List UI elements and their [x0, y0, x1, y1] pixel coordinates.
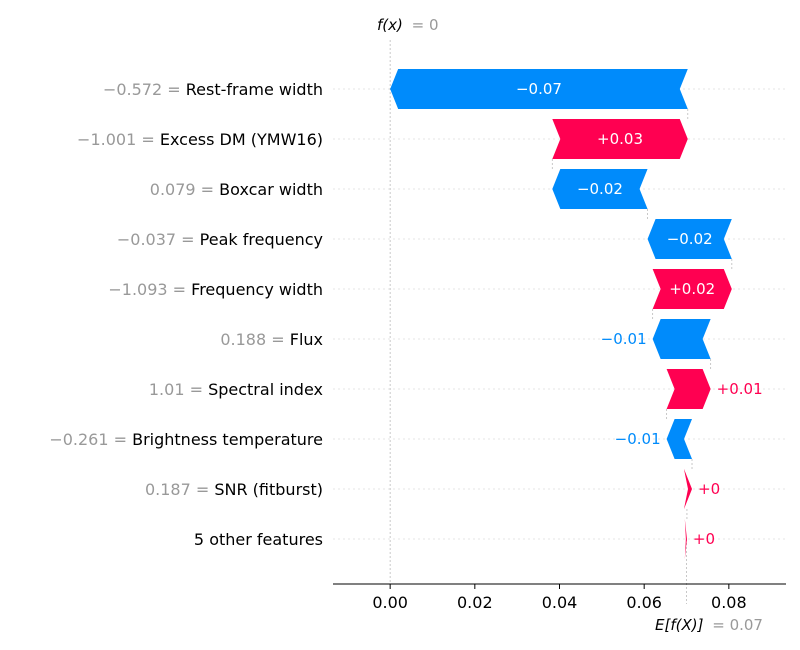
x-tick-label: 0.06 — [626, 593, 662, 612]
feature-label: −1.001 = Excess DM (YMW16) — [77, 130, 323, 149]
feature-name: Rest-frame width — [186, 80, 323, 99]
feature-name: Excess DM (YMW16) — [160, 130, 323, 149]
fx-label: f(x) — [377, 16, 403, 34]
feature-value: −0.037 = — [117, 230, 200, 249]
bar-value-label: −0.02 — [577, 180, 623, 198]
bar-connectors — [389, 40, 733, 604]
feature-name: Peak frequency — [200, 230, 323, 249]
feature-bar — [390, 69, 688, 109]
feature-bar — [647, 219, 732, 259]
feature-name: SNR (fitburst) — [214, 480, 323, 499]
bar-value-label: +0 — [693, 530, 715, 548]
x-tick-label: 0.00 — [372, 593, 408, 612]
bar-value-label: −0.01 — [615, 430, 661, 448]
bar-value-label: −0.01 — [601, 330, 647, 348]
feature-value: −0.572 = — [103, 80, 186, 99]
feature-name: Boxcar width — [219, 180, 323, 199]
feature-bar — [683, 469, 693, 509]
feature-value: 0.079 = — [150, 180, 219, 199]
feature-value: 1.01 = — [149, 380, 208, 399]
feature-name: 5 other features — [194, 530, 323, 549]
x-tick-label: 0.08 — [711, 593, 747, 612]
bar-value-label: +0 — [698, 480, 720, 498]
x-tick-label: 0.02 — [457, 593, 493, 612]
feature-bar — [652, 269, 732, 309]
feature-bar — [552, 119, 688, 159]
feature-label: 0.188 = Flux — [220, 330, 323, 349]
feature-bar — [652, 319, 711, 359]
x-tick-label: 0.04 — [542, 593, 578, 612]
feature-value: −0.261 = — [49, 430, 132, 449]
efx-value: = 0.07 — [712, 616, 763, 634]
feature-name: Frequency width — [191, 280, 323, 299]
x-axis-ticks: 0.00 0.02 0.04 0.06 0.08 — [372, 584, 747, 612]
feature-name: Brightness temperature — [132, 430, 323, 449]
feature-label: 0.187 = SNR (fitburst) — [145, 480, 323, 499]
row-gridlines — [333, 88, 786, 540]
feature-bars: −0.07 +0.03 −0.02 −0.02 +0.02 −0.01 +0.01 −0.01… — [390, 69, 763, 559]
feature-value: −1.093 = — [108, 280, 191, 299]
bar-value-label: +0.03 — [597, 130, 643, 148]
feature-value: 0.188 = — [220, 330, 289, 349]
bar-value-label: −0.07 — [516, 80, 562, 98]
feature-labels: −0.572 = Rest-frame width −1.001 = Excess… — [49, 80, 323, 549]
feature-value: −1.001 = — [77, 130, 160, 149]
feature-bar — [666, 419, 693, 459]
feature-bar — [684, 519, 687, 559]
bar-value-label: +0.01 — [717, 380, 763, 398]
feature-label: −0.261 = Brightness temperature — [49, 430, 323, 449]
feature-bar — [666, 369, 711, 409]
fx-annotation: f(x) = 0 — [377, 16, 439, 34]
bar-value-label: −0.02 — [667, 230, 713, 248]
fx-value: = 0 — [412, 16, 439, 34]
feature-label: −1.093 = Frequency width — [108, 280, 323, 299]
feature-label: −0.037 = Peak frequency — [117, 230, 323, 249]
feature-label: −0.572 = Rest-frame width — [103, 80, 323, 99]
efx-annotation: E[f(X)] = 0.07 — [655, 616, 763, 634]
feature-label: 1.01 = Spectral index — [149, 380, 323, 399]
efx-label: E[f(X)] — [655, 616, 704, 634]
bar-value-label: +0.02 — [669, 280, 715, 298]
feature-value: 0.187 = — [145, 480, 214, 499]
feature-label: 0.079 = Boxcar width — [150, 180, 323, 199]
feature-bar — [552, 169, 648, 209]
feature-name: Flux — [290, 330, 323, 349]
feature-name: Spectral index — [208, 380, 323, 399]
feature-label: 5 other features — [194, 530, 323, 549]
